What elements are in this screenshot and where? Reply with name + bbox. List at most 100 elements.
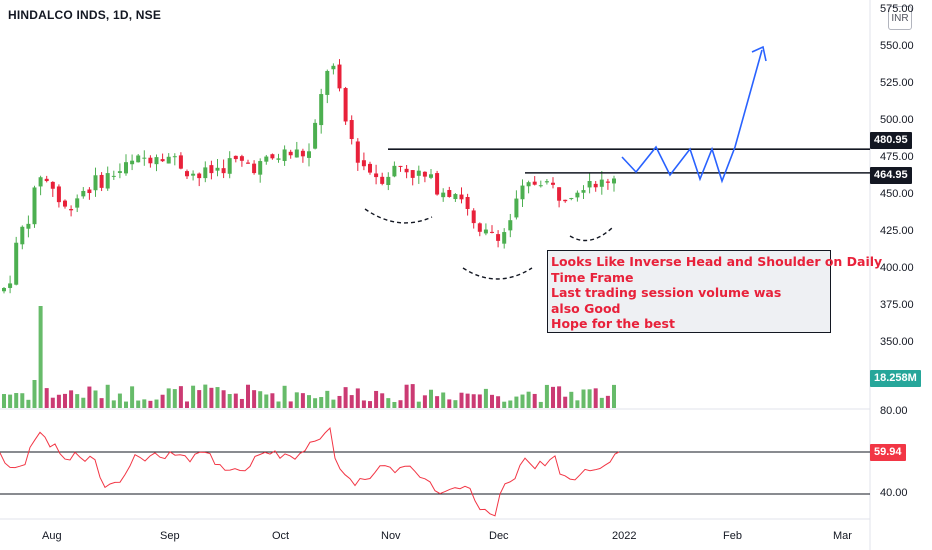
candle-body	[605, 181, 610, 183]
candle-body	[75, 198, 80, 208]
candle-body	[532, 181, 537, 185]
price-tick-label: 500.00	[880, 114, 914, 126]
volume-bar	[294, 392, 299, 408]
price-tick-label: 350.00	[880, 336, 914, 348]
candle-body	[276, 158, 281, 160]
volume-bar	[361, 400, 366, 408]
volume-bar	[124, 401, 128, 408]
volume-bar	[368, 401, 372, 408]
candle-body	[63, 200, 67, 207]
candle-body	[172, 156, 177, 158]
candle-body	[69, 209, 74, 211]
volume-bar	[520, 394, 525, 408]
candle-body	[197, 173, 202, 179]
volume-bar	[154, 399, 159, 408]
candle-body	[191, 173, 196, 176]
note-line-4: also Good	[551, 300, 621, 316]
volume-bar	[349, 395, 354, 408]
candle-body	[599, 179, 604, 187]
volume-bar	[337, 395, 342, 408]
candle-body	[447, 190, 452, 197]
candle-body	[32, 187, 37, 225]
volume-bar	[75, 394, 80, 408]
rsi-line	[0, 426, 620, 517]
symbol-title[interactable]: HINDALCO INDS, 1D, NSE	[8, 8, 162, 22]
volume-bar	[544, 384, 549, 408]
candle-body	[136, 155, 141, 163]
resistance-price-label: 480.95	[870, 132, 912, 149]
time-tick-label: Mar	[833, 530, 852, 542]
candle-body	[142, 157, 147, 159]
candle-body	[410, 170, 415, 178]
volume-bar	[605, 395, 610, 408]
candle-body	[81, 190, 86, 197]
time-tick-label: Oct	[272, 530, 290, 542]
volume-bar	[477, 394, 482, 408]
candle-body	[380, 176, 385, 184]
candle-body	[514, 198, 519, 218]
candle-body	[502, 232, 507, 244]
volume-bar	[197, 390, 202, 408]
time-tick-label: Dec	[489, 530, 509, 542]
candle-body	[50, 181, 55, 189]
volume-bar	[246, 384, 250, 408]
price-tick-label: 475.00	[880, 151, 914, 163]
currency-badge[interactable]: INR	[888, 6, 912, 30]
candle-body	[166, 156, 171, 164]
rsi-upper-tick: 80.00	[880, 405, 908, 417]
candle-body	[538, 185, 543, 187]
volume-bar	[215, 387, 220, 408]
candle-body	[252, 163, 257, 174]
volume-bar	[386, 398, 391, 408]
price-tick-label: 550.00	[880, 40, 914, 52]
candle-body	[160, 159, 165, 162]
candle-body	[471, 210, 476, 224]
candle-body	[300, 150, 305, 157]
note-line-2: Time Frame	[551, 269, 634, 285]
candle-body	[233, 155, 238, 160]
candle-body	[105, 173, 110, 189]
projection-arrowhead	[751, 45, 767, 62]
volume-bar	[416, 401, 421, 408]
right-shoulder-arc	[569, 227, 613, 242]
volume-bar	[258, 391, 263, 408]
candle-body	[349, 120, 354, 140]
price-tick-label: 575.00	[880, 3, 914, 15]
volume-bar	[325, 390, 330, 408]
volume-bar	[44, 388, 49, 408]
volume-bar	[575, 400, 580, 408]
time-tick-label: Sep	[160, 530, 180, 542]
candle-body	[185, 171, 189, 177]
candle-body	[14, 242, 19, 285]
volume-bar	[612, 384, 616, 408]
candle-body	[593, 183, 598, 188]
volume-bar	[209, 387, 214, 408]
candle-body	[44, 178, 49, 182]
volume-bar	[313, 398, 318, 408]
volume-bar	[496, 396, 501, 408]
candle-body	[258, 161, 263, 175]
volume-bar	[331, 399, 336, 408]
candle-body	[483, 229, 488, 234]
candle-body	[38, 177, 43, 187]
candle-body	[374, 173, 379, 178]
volume-bar	[148, 400, 153, 408]
candle-body	[264, 156, 269, 162]
candle-body	[557, 187, 562, 201]
volume-bar	[233, 393, 238, 408]
volume-bar	[557, 386, 562, 408]
volume-bar	[264, 394, 269, 408]
rsi-value-label: 59.94	[870, 444, 906, 461]
volume-bar	[56, 394, 61, 408]
volume-bar	[69, 390, 74, 408]
annotation-note[interactable]: Looks Like Inverse Head and Shoulder on …	[547, 250, 882, 333]
volume-bar	[380, 393, 385, 408]
volume-bar	[93, 390, 98, 408]
candle-body	[325, 70, 330, 95]
volume-bar	[178, 386, 183, 408]
candle-body	[20, 226, 25, 245]
candle-body	[429, 174, 433, 178]
candle-body	[477, 223, 482, 232]
price-tick-label: 425.00	[880, 225, 914, 237]
